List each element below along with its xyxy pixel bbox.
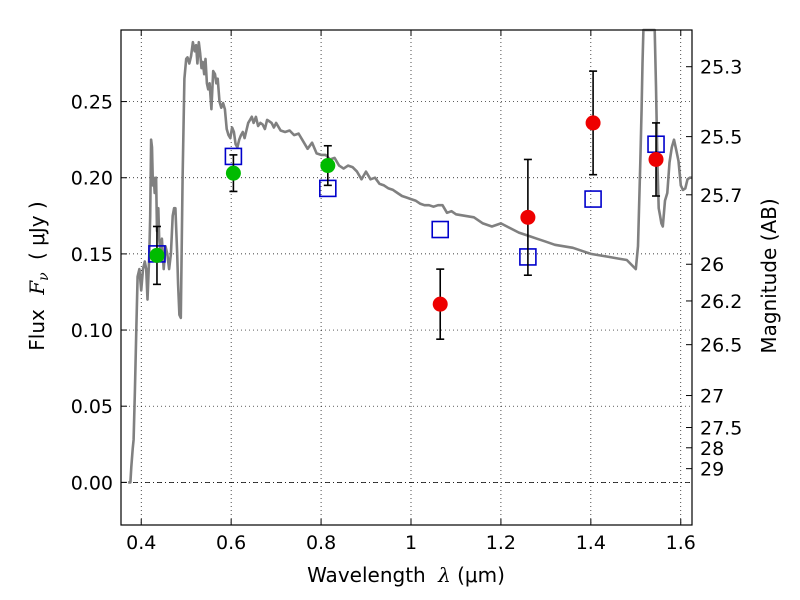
magnitude-axis-label: Magnitude (AB)	[757, 198, 781, 353]
model-flux-square	[431, 220, 450, 239]
y-tick-label: 0.15	[71, 244, 113, 266]
axis-ticks: 0.4 0.6 0.8 1 1.2 1.4 1.6 0.00 0.05 0.10 0.15 0.20 0…	[71, 30, 742, 554]
plot-frame	[120, 29, 693, 526]
magnitude-tick-label: 25.5	[700, 127, 742, 149]
x-tick-label: 1.6	[666, 532, 696, 554]
x-axis-label: Wavelength λ (μm)	[307, 563, 505, 587]
x-tick-label: 1	[405, 532, 417, 554]
flux-point	[225, 165, 241, 181]
flux-point	[149, 247, 165, 263]
x-tick-label: 1.2	[486, 532, 516, 554]
model-flux-square	[584, 190, 602, 208]
y-tick-label: 0.20	[71, 168, 113, 190]
y-tick-label: 0.00	[71, 472, 113, 494]
magnitude-tick-label: 26.5	[700, 335, 742, 357]
magnitude-tick-label: 29	[700, 459, 724, 481]
magnitude-tick-label: 27	[700, 386, 724, 408]
data-markers	[148, 70, 665, 340]
flux-point	[648, 151, 664, 167]
flux-point	[432, 296, 448, 312]
grid-lines	[121, 30, 692, 525]
magnitude-tick-label: 26.2	[700, 291, 742, 313]
flux-point	[520, 209, 536, 225]
magnitude-tick-label: 25.7	[700, 185, 742, 207]
flux-point	[320, 158, 336, 174]
magnitude-tick-label: 27.5	[700, 418, 742, 440]
sed-model-line	[128, 28, 692, 484]
y-tick-label: 0.10	[71, 320, 113, 342]
x-tick-label: 0.6	[216, 532, 246, 554]
y-axis-label: Flux Fν ( μJy )	[25, 201, 53, 350]
x-tick-label: 1.4	[576, 532, 606, 554]
flux-point	[585, 115, 601, 131]
y-tick-label: 0.05	[71, 396, 113, 418]
y-tick-label: 0.25	[71, 92, 113, 114]
magnitude-tick-label: 25.3	[700, 57, 742, 79]
x-tick-label: 0.8	[306, 532, 336, 554]
magnitude-tick-label: 26	[700, 254, 724, 276]
x-tick-label: 0.4	[126, 532, 156, 554]
magnitude-tick-label: 28	[700, 438, 724, 460]
